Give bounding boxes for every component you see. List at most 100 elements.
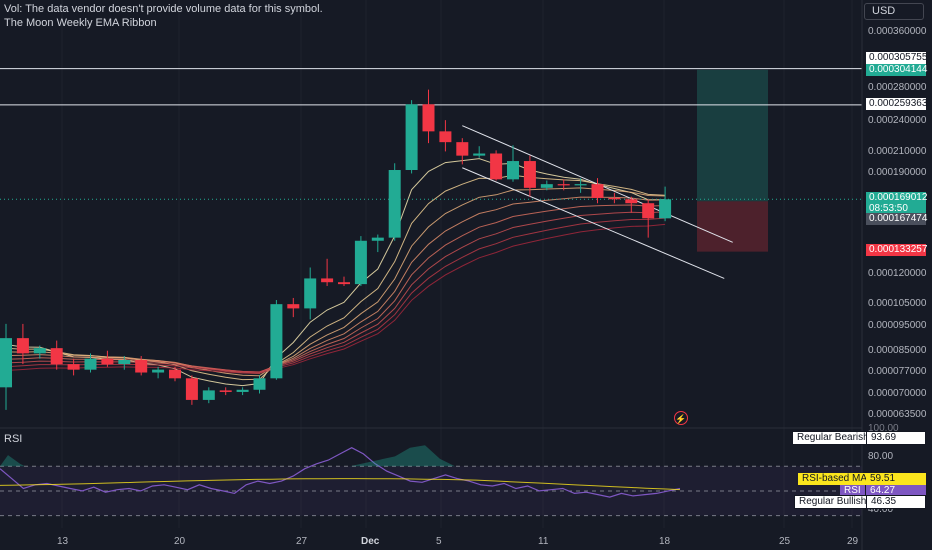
candle-body <box>625 199 638 204</box>
rsi-label: RSI <box>840 485 865 497</box>
price-tick: 0.000095000 <box>868 320 927 331</box>
regular-bearish-label: Regular Bearish <box>792 431 874 445</box>
time-tick: 25 <box>779 536 791 547</box>
last-price-value: 0.000169012 <box>869 192 928 203</box>
volume-notice: Vol: The data vendor doesn't provide vol… <box>4 3 323 15</box>
rsi-overbought-fill <box>350 445 455 467</box>
candle-body <box>253 378 266 390</box>
price-tick: 0.000077000 <box>868 366 927 377</box>
candle-body <box>659 199 672 219</box>
rsi-value: 64.27 <box>866 485 926 497</box>
time-tick: 27 <box>296 536 308 547</box>
candle-body <box>321 278 334 283</box>
candle-body <box>388 170 401 238</box>
candle-body <box>456 142 469 156</box>
regular-bearish-value: 93.69 <box>866 431 926 445</box>
channel-line <box>462 167 725 279</box>
candle-body <box>490 153 503 180</box>
candle-body <box>202 390 215 400</box>
lightning-icon[interactable]: ⚡ <box>674 411 688 425</box>
candle-body <box>236 389 249 392</box>
ema-ribbon-line <box>5 211 666 373</box>
rsi-ma-value: 59.51 <box>866 473 926 485</box>
time-tick: 5 <box>436 536 442 547</box>
price-tick: 0.000280000 <box>868 82 927 93</box>
price-tick: 0.000063500 <box>868 409 927 420</box>
candle-body <box>169 369 181 379</box>
time-tick: Dec <box>361 536 380 547</box>
rsi-tick: 100.00 <box>868 423 899 434</box>
indicator-name[interactable]: The Moon Weekly EMA Ribbon <box>4 17 157 29</box>
ema-ribbon-line <box>5 223 666 374</box>
currency-button[interactable]: USD <box>864 3 924 20</box>
candle-body <box>523 161 536 188</box>
candle-body <box>354 240 367 285</box>
price-tick: 0.000070000 <box>868 388 927 399</box>
candle-body <box>270 304 283 379</box>
candle-body <box>371 237 384 241</box>
price-tick: 0.000240000 <box>868 115 927 126</box>
candle-body <box>152 369 165 373</box>
regular-bullish-value: 46.35 <box>866 495 926 509</box>
time-tick: 18 <box>659 536 671 547</box>
candle-body <box>50 348 63 365</box>
candle-body <box>473 153 486 156</box>
candle-body <box>439 131 452 143</box>
ema-ribbon-line <box>5 204 666 373</box>
upper-line-price-tag: 0.000305755 <box>866 52 927 64</box>
candle-body <box>608 197 621 200</box>
candle-body <box>591 184 604 198</box>
candle-body <box>118 359 131 365</box>
rsi-ma-label: RSI-based MA <box>798 473 872 485</box>
candle-body <box>574 184 587 186</box>
candle-body <box>135 359 148 373</box>
ema-ribbon-line <box>5 187 666 377</box>
regular-bullish-label: Regular Bullish <box>794 495 872 509</box>
price-tick: 0.000360000 <box>868 26 927 37</box>
rsi-tick: 40.00 <box>868 504 894 515</box>
price-tick: 0.000085000 <box>868 345 927 356</box>
candle-body <box>557 184 570 186</box>
candle-body <box>185 378 198 400</box>
price-tick: 0.000105000 <box>868 298 927 309</box>
rsi-band <box>0 466 862 516</box>
candle-body <box>540 184 553 188</box>
position-loss-zone <box>697 201 768 252</box>
bar-countdown: 08:53:50 <box>869 203 908 214</box>
price-tick: 0.000190000 <box>868 167 927 178</box>
time-tick: 11 <box>538 536 549 547</box>
price-tick: 0.000120000 <box>868 268 927 279</box>
rsi-title[interactable]: RSI <box>4 433 23 445</box>
candle-body <box>304 278 317 309</box>
time-tick: 13 <box>57 536 69 547</box>
candle-body <box>642 203 655 219</box>
resistance-price-tag: 0.000259363 <box>866 98 927 110</box>
candle-body <box>219 390 232 392</box>
time-tick: 20 <box>174 536 186 547</box>
ema-ribbon-line <box>5 196 666 374</box>
rsi-ma-line <box>0 478 681 491</box>
candle-body <box>405 104 418 171</box>
candle-body <box>84 358 97 370</box>
rsi-overbought-fill <box>0 455 25 467</box>
target-price-tag: 0.000304144 <box>866 64 927 76</box>
candle-body <box>338 282 350 285</box>
position-profit-zone <box>697 69 768 202</box>
time-tick: 29 <box>847 536 859 547</box>
candle-body <box>507 161 519 180</box>
candle-body <box>287 304 300 309</box>
rsi-tick: 80.00 <box>868 451 894 462</box>
candle-body <box>0 338 12 388</box>
candle-body <box>33 348 46 354</box>
candle-body <box>16 338 29 354</box>
entry-price-tag: 0.000167474 <box>866 213 927 225</box>
candle-body <box>422 104 435 132</box>
stop-price-tag: 0.000133257 <box>866 244 927 256</box>
rsi-line <box>0 447 681 498</box>
candle-body <box>67 364 80 370</box>
price-tick: 0.000210000 <box>868 146 927 157</box>
ema-ribbon-line <box>5 217 666 373</box>
ema-ribbon-line <box>5 174 666 381</box>
candle-body <box>101 358 114 365</box>
